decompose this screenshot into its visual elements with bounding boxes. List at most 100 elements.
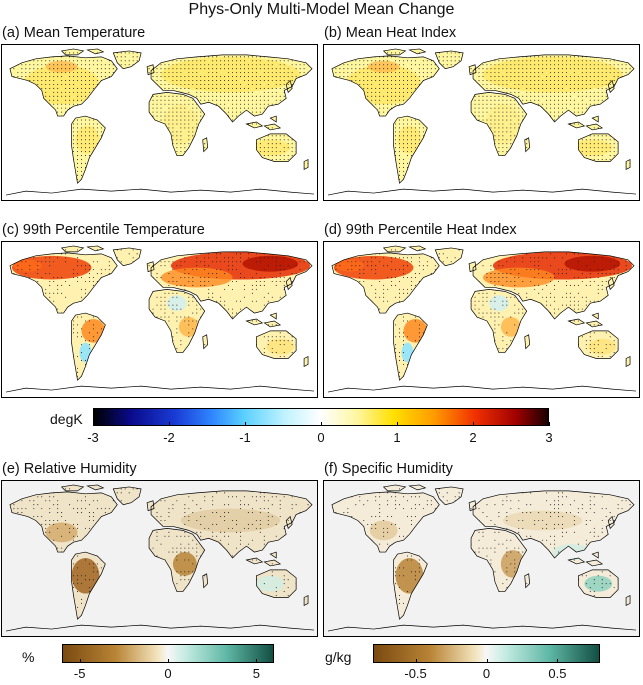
sh-tick-label: 0 — [482, 666, 491, 681]
rh-tick-label: -5 — [73, 666, 86, 681]
coastline-arctic — [382, 484, 427, 492]
anomaly-patch — [397, 125, 422, 154]
coastline-arctic — [60, 245, 105, 253]
coastline-nz — [303, 355, 309, 367]
anomaly-patch — [160, 267, 233, 288]
anomaly-patch — [172, 552, 197, 576]
temperature-tick-mark — [321, 422, 322, 426]
panel-a-title: (a) Mean Temperature — [2, 25, 146, 41]
sh-tick-label: 0.5 — [548, 666, 567, 681]
anomaly-patch — [45, 522, 78, 543]
anomaly-patch — [482, 56, 623, 93]
temperature-tick-mark — [169, 422, 170, 426]
coastline-australia — [256, 133, 297, 162]
coastline-indonesia — [567, 312, 604, 328]
temperature-tick-label: -3 — [87, 430, 99, 445]
coastline-nz — [625, 594, 631, 606]
coastline-madagascar — [524, 137, 531, 153]
coastline-nz — [625, 158, 631, 170]
anomaly-patch — [180, 508, 281, 533]
rh-tick-mark — [79, 659, 81, 663]
coastline-antarctica — [327, 624, 637, 632]
panel-f-map — [323, 480, 640, 637]
panel-e-map — [1, 480, 318, 637]
coastline-japan — [285, 515, 293, 530]
anomaly-patch — [500, 317, 521, 337]
coastline-greenland — [112, 247, 142, 267]
coastline-antarctica — [5, 624, 315, 632]
coastline-madagascar — [524, 334, 531, 350]
coastline-uk — [146, 500, 155, 512]
coastline-nz — [303, 158, 309, 170]
temperature-tick-mark — [397, 422, 398, 426]
coastline-indonesia — [245, 551, 282, 567]
anomaly-patch — [588, 338, 617, 355]
coastline-uk — [468, 500, 477, 512]
coastline-indonesia — [245, 115, 282, 131]
rh-tick-mark — [256, 659, 258, 663]
temperature-tick-label: 3 — [545, 430, 553, 445]
world-map-svg — [2, 45, 317, 200]
coastline-uk — [146, 64, 155, 76]
coastline-japan — [607, 79, 615, 94]
anomaly-patch — [369, 520, 398, 541]
temperature-tick-mark — [245, 422, 246, 426]
coastline-africa — [470, 528, 528, 592]
panel-f-title: (f) Specific Humidity — [324, 461, 453, 477]
coastline-madagascar — [202, 334, 209, 350]
temperature-colorbar-unit: degK — [50, 411, 83, 427]
sh-tick-mark — [415, 659, 417, 663]
anomaly-patch — [564, 255, 621, 272]
anomaly-patch — [75, 125, 100, 154]
anomaly-patch — [160, 56, 301, 93]
coastline-australia — [256, 569, 297, 598]
rh-colorbar-unit: % — [22, 649, 35, 665]
coastline-southAmerica — [393, 551, 428, 620]
temperature-tick-mark — [473, 422, 474, 426]
temperature-tick-mark — [549, 422, 550, 426]
coastline-eurasia — [150, 251, 313, 320]
temperature-tick-label: 0 — [317, 430, 325, 445]
coastline-australia — [578, 133, 619, 162]
panel-d-map — [323, 241, 640, 398]
coastline-japan — [607, 515, 615, 530]
world-map-svg — [2, 481, 317, 636]
coastline-madagascar — [524, 573, 531, 589]
rh-tick-mark — [168, 659, 169, 663]
anomaly-patch — [367, 60, 400, 73]
coastline-nz — [303, 594, 309, 606]
coastline-japan — [285, 276, 293, 291]
coastline-eurasia — [472, 490, 635, 559]
panel-a-map — [1, 44, 318, 201]
coastline-arctic — [382, 245, 427, 253]
coastline-africa — [148, 289, 206, 353]
coastline-africa — [148, 92, 206, 156]
coastline-southAmerica — [393, 115, 428, 184]
panel-e-title: (e) Relative Humidity — [2, 461, 137, 477]
coastline-arctic — [382, 48, 427, 56]
sh-colorbar-unit: g/kg — [325, 649, 352, 665]
world-map-svg — [324, 45, 639, 200]
anomaly-patch — [403, 319, 428, 343]
coastline-northAmerica — [9, 252, 118, 314]
anomaly-patch — [488, 295, 509, 312]
coastline-southAmerica — [71, 115, 106, 184]
anomaly-patch — [335, 259, 364, 272]
temperature-tick-label: -1 — [239, 430, 251, 445]
coastline-northAmerica — [9, 491, 118, 553]
temperature-tick-label: 1 — [393, 430, 401, 445]
world-map-svg — [324, 481, 639, 636]
rh-tick-label: 5 — [252, 666, 260, 681]
coastline-africa — [470, 92, 528, 156]
anomaly-patch — [81, 319, 106, 343]
coastline-southAmerica — [71, 312, 106, 381]
coastline-australia — [578, 569, 619, 598]
anomaly-patch — [242, 255, 299, 272]
coastline-antarctica — [327, 385, 637, 393]
world-map-svg — [324, 242, 639, 397]
anomaly-patch — [13, 259, 42, 272]
coastline-eurasia — [150, 54, 313, 123]
world-map-svg — [2, 242, 317, 397]
coastline-indonesia — [567, 551, 604, 567]
coastline-africa — [470, 289, 528, 353]
